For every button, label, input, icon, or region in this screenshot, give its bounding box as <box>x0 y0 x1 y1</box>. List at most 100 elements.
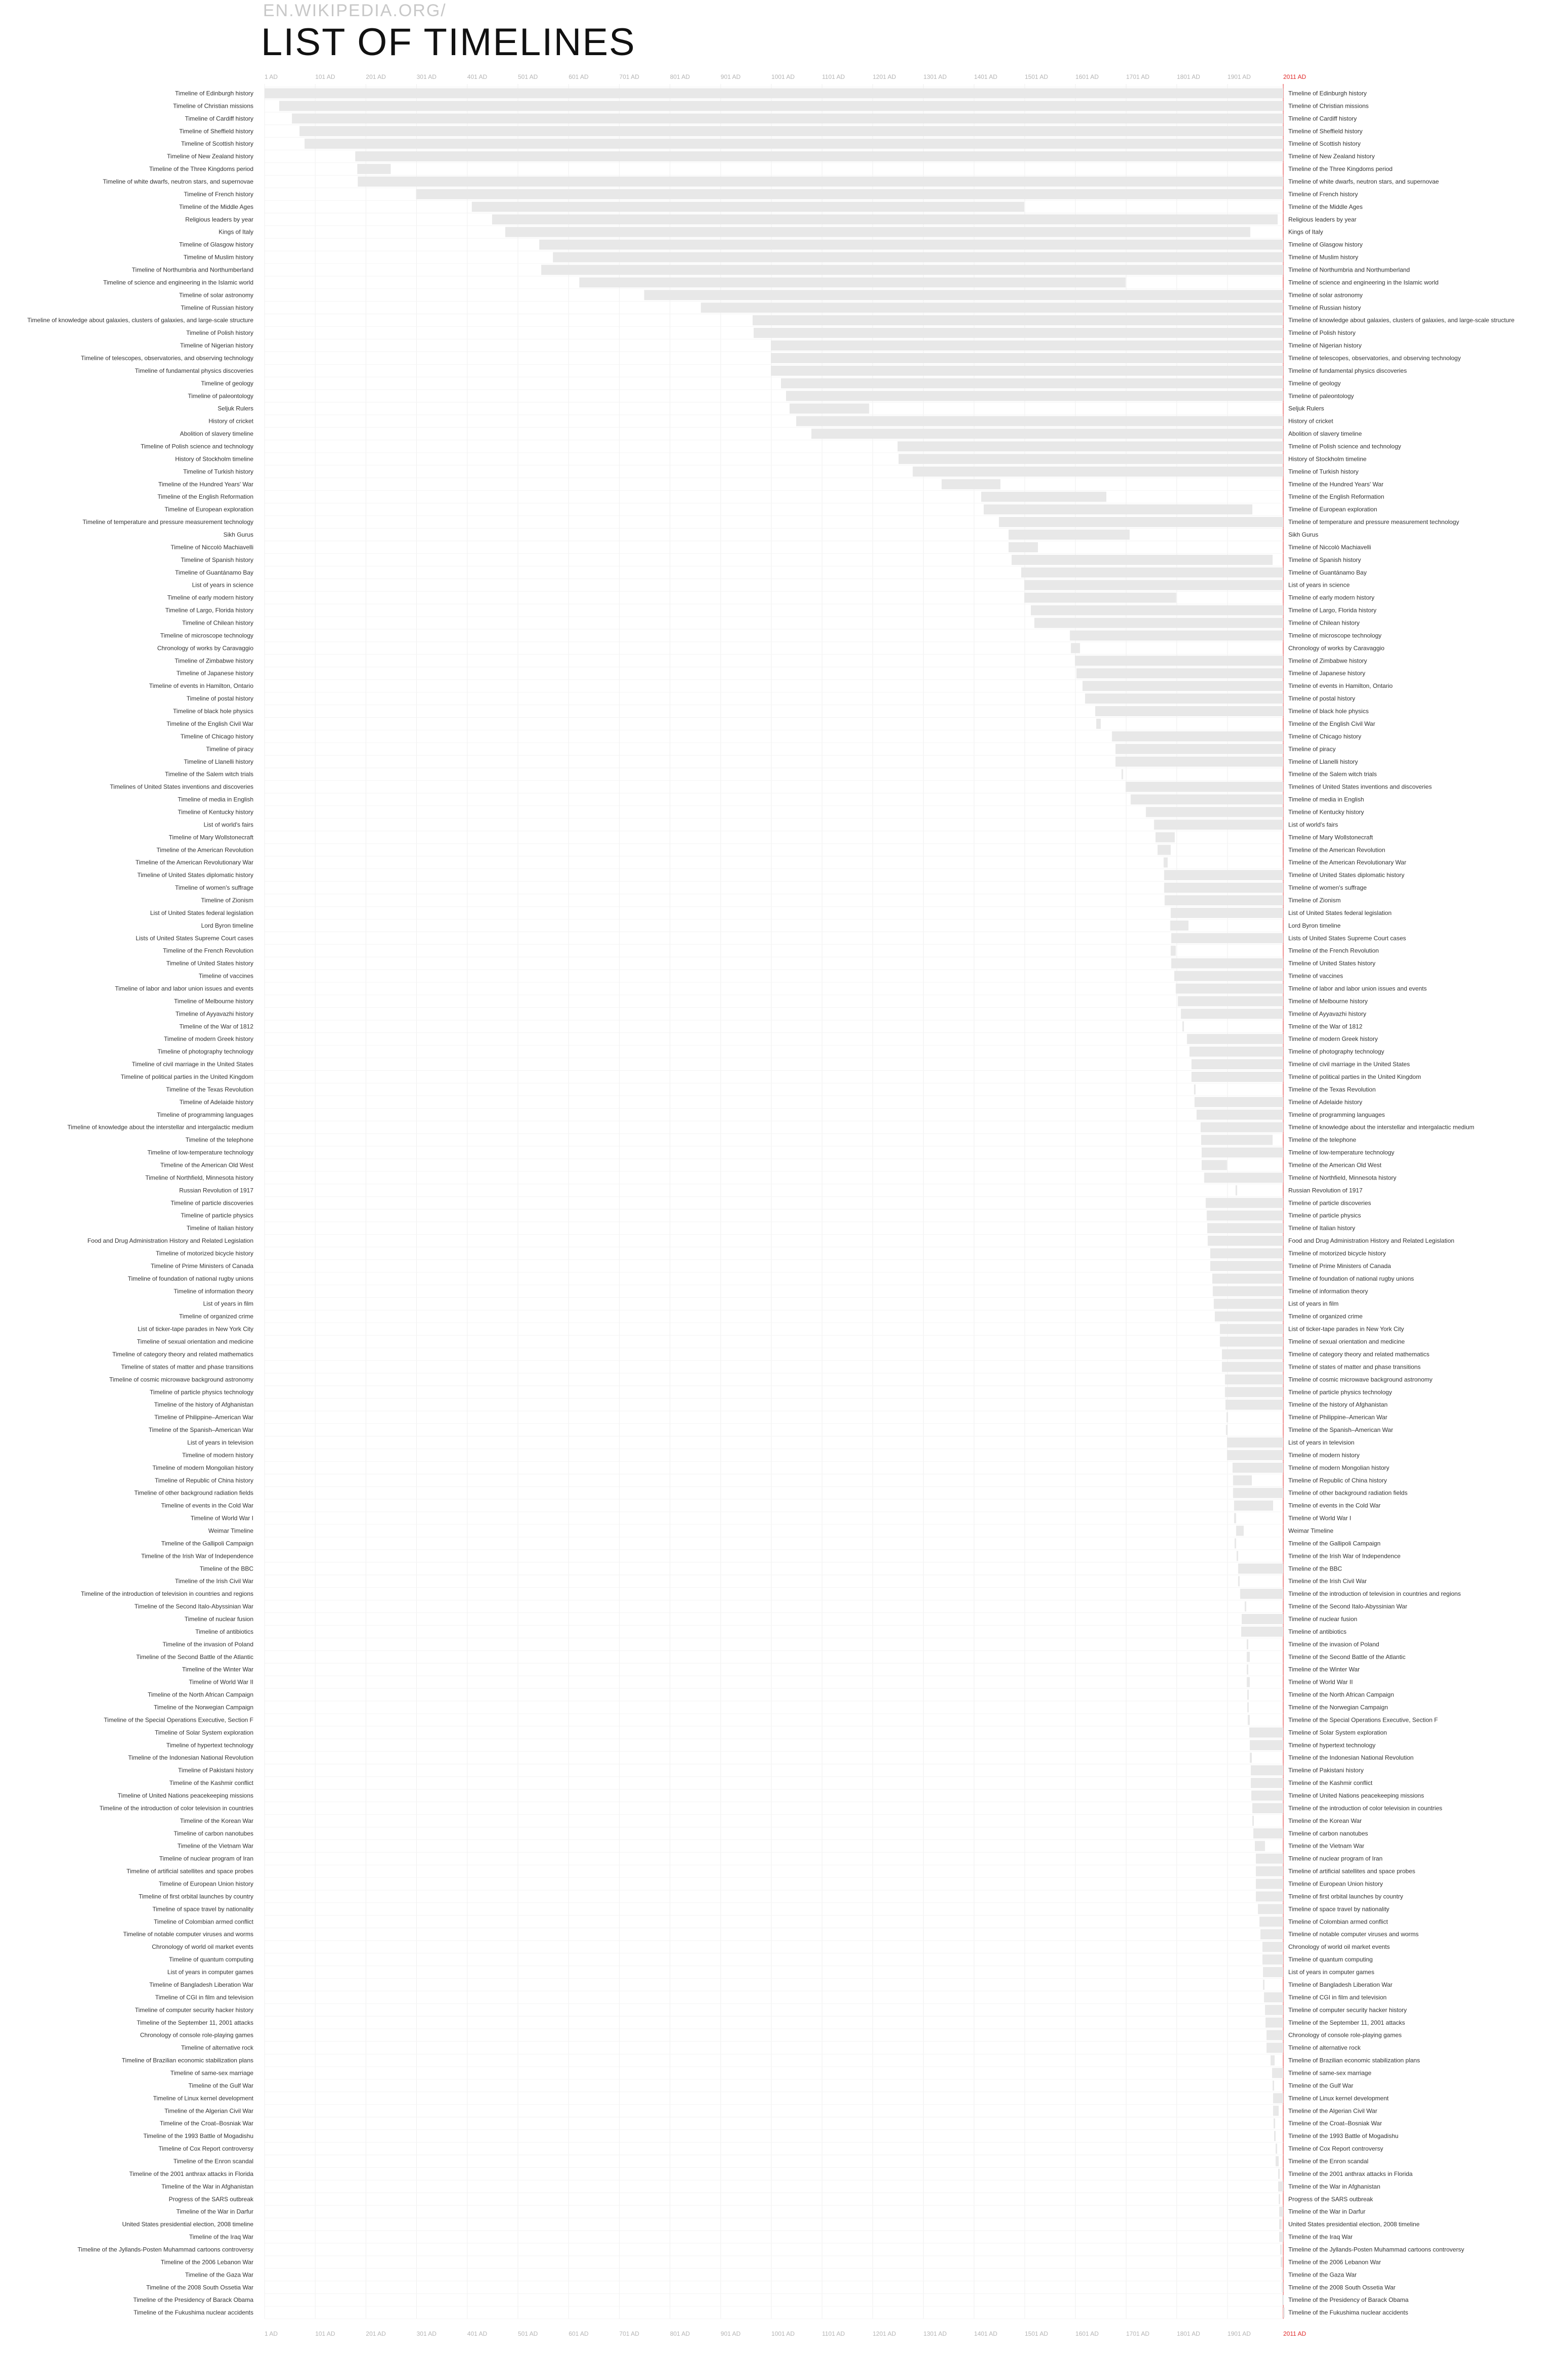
row-label-left: Timelines of United States inventions an… <box>110 783 253 791</box>
row-label-right: Timeline of Bangladesh Liberation War <box>1288 1981 1392 1988</box>
row-label-right: Timeline of Russian history <box>1288 304 1361 311</box>
row-label-left: Timeline of category theory and related … <box>112 1350 253 1358</box>
row-label-right: Timeline of the Second Battle of the Atl… <box>1288 1653 1406 1661</box>
row-label-right: Timeline of black hole physics <box>1288 708 1369 715</box>
row-label-left: Timeline of Linux kernel development <box>153 2094 254 2102</box>
tick-label-top: 1501 AD <box>1025 73 1048 80</box>
row-label-left: Timeline of Northfield, Minnesota histor… <box>145 1174 253 1181</box>
row-label-left: Timeline of Turkish history <box>183 468 253 475</box>
row-label-left: Timeline of Mary Wollstonecraft <box>169 834 254 841</box>
row-label-left: Timeline of New Zealand history <box>167 153 253 160</box>
row-label-left: Timeline of modern Mongolian history <box>152 1464 253 1471</box>
timeline-bar <box>1275 2144 1277 2154</box>
row-label-right: Timeline of United States history <box>1288 960 1375 967</box>
row-label-right: Timeline of Zimbabwe history <box>1288 657 1367 664</box>
timeline-bar <box>265 88 1283 99</box>
row-label-right: Timeline of space travel by nationality <box>1288 1905 1389 1912</box>
row-label-right: Timeline of modern Greek history <box>1288 1035 1378 1042</box>
row-label-left: Timeline of modern history <box>182 1452 253 1459</box>
tick-label-bottom: 401 AD <box>467 2330 488 2337</box>
timeline-bar <box>1260 1929 1283 1940</box>
timeline-bar <box>1246 1664 1248 1675</box>
timeline-bar <box>1278 2194 1280 2204</box>
timeline-bar <box>1249 1753 1252 1763</box>
tick-label-top: 801 AD <box>670 73 690 80</box>
row-label-right: Timeline of Prime Ministers of Canada <box>1288 1262 1391 1270</box>
row-label-left: Timeline of particle physics technology <box>150 1388 253 1395</box>
row-label-right: Timeline of the War in Darfur <box>1288 2208 1366 2215</box>
timeline-bar <box>1227 1450 1283 1460</box>
timeline-bar <box>1282 2295 1284 2305</box>
timeline-bar <box>1273 2106 1279 2116</box>
timeline-bar <box>1164 895 1283 905</box>
row-label-right: Timeline of modern history <box>1288 1452 1360 1459</box>
row-label-left: Timeline of the Spanish–American War <box>149 1426 253 1433</box>
row-label-right: Timeline of states of matter and phase t… <box>1288 1363 1421 1370</box>
tick-label-top: 1401 AD <box>974 73 997 80</box>
row-label-left: Timeline of European Union history <box>159 1881 253 1888</box>
row-label-left: Timeline of telescopes, observatories, a… <box>81 355 253 362</box>
timeline-bar <box>1236 1551 1238 1561</box>
row-label-right: Timeline of Muslim history <box>1288 254 1358 261</box>
row-label-left: Timeline of the Middle Ages <box>179 203 253 210</box>
tick-label-top: 1301 AD <box>924 73 947 80</box>
timeline-bar <box>1194 1084 1196 1095</box>
timeline-bar <box>471 201 1024 212</box>
row-label-left: Timeline of Adelaide history <box>180 1099 253 1106</box>
row-label-right: Timeline of computer security hacker his… <box>1288 2006 1407 2014</box>
row-label-right: Timeline of hypertext technology <box>1288 1741 1375 1749</box>
row-label-left: Timeline of political parties in the Uni… <box>121 1073 253 1080</box>
row-label-right: Russian Revolution of 1917 <box>1288 1187 1363 1194</box>
row-label-left: Timeline of postal history <box>187 695 253 702</box>
timeline-bar <box>1273 2118 1275 2129</box>
row-label-right: Timeline of paleontology <box>1288 392 1354 400</box>
row-label-left: Timeline of motorized bicycle history <box>156 1250 253 1257</box>
row-label-right: Timeline of Sheffield history <box>1288 127 1363 135</box>
timeline-bar <box>811 428 1283 439</box>
timeline-bar <box>505 227 1250 237</box>
row-label-left: Food and Drug Administration History and… <box>88 1237 253 1244</box>
timeline-bar <box>1266 2030 1283 2040</box>
row-label-right: Timeline of Nigerian history <box>1288 342 1362 349</box>
row-label-right: Weimar Timeline <box>1288 1527 1333 1534</box>
row-label-right: Timeline of civil marriage in the United… <box>1288 1061 1410 1068</box>
row-label-left: Timeline of European exploration <box>164 506 253 513</box>
timeline-bar <box>1265 2004 1283 2015</box>
timeline-bar <box>1241 1613 1283 1624</box>
row-label-right: Timeline of postal history <box>1288 695 1355 702</box>
row-label-left: Timeline of the Enron scandal <box>173 2158 253 2165</box>
tick-label-top: 1201 AD <box>873 73 896 80</box>
timeline-bar <box>1076 668 1283 679</box>
row-label-left: Timeline of foundation of national rugby… <box>128 1275 253 1282</box>
row-label-left: Timeline of the Special Operations Execu… <box>104 1716 253 1723</box>
row-label-right: Progress of the SARS outbreak <box>1288 2196 1373 2203</box>
row-label-right: Timeline of Adelaide history <box>1288 1099 1362 1106</box>
row-label-left: Timeline of the American Old West <box>160 1162 254 1169</box>
row-label-right: Chronology of world oil market events <box>1288 1943 1390 1950</box>
row-label-right: Timeline of Guantánamo Bay <box>1288 569 1367 576</box>
tick-label-top: 201 AD <box>366 73 386 80</box>
row-label-right: Timeline of carbon nanotubes <box>1288 1830 1368 1837</box>
row-label-left: Timeline of Colombian armed conflict <box>154 1918 254 1925</box>
timeline-bar <box>1182 1021 1184 1032</box>
tick-label-top: 1001 AD <box>771 73 795 80</box>
row-label-right: Timeline of antibiotics <box>1288 1628 1346 1635</box>
row-label-left: Timeline of solar astronomy <box>179 291 253 298</box>
row-label-left: Timeline of Christian missions <box>173 102 253 109</box>
row-label-right: Timeline of foundation of national rugby… <box>1288 1275 1414 1282</box>
row-label-right: Timeline of labor and labor union issues… <box>1288 985 1427 992</box>
row-label-right: Timeline of Largo, Florida history <box>1288 607 1376 614</box>
row-label-right: Timeline of French history <box>1288 191 1358 198</box>
row-label-right: List of United States federal legislatio… <box>1288 909 1391 916</box>
timeline-bar <box>1024 592 1177 603</box>
row-label-right: Timeline of the American Revolutionary W… <box>1288 859 1406 866</box>
timeline-bar <box>539 239 1283 250</box>
timeline-bar <box>1206 1210 1283 1221</box>
tick-label-bottom: 1301 AD <box>924 2330 947 2337</box>
tick-label-bottom: 1201 AD <box>873 2330 896 2337</box>
row-label-right: Timeline of United States diplomatic his… <box>1288 871 1405 879</box>
row-label-right: Timeline of the September 11, 2001 attac… <box>1288 2019 1405 2026</box>
row-label-left: Timeline of the Iraq War <box>189 2234 253 2241</box>
timeline-bar <box>1191 1072 1283 1082</box>
timeline-bar <box>1170 945 1176 956</box>
